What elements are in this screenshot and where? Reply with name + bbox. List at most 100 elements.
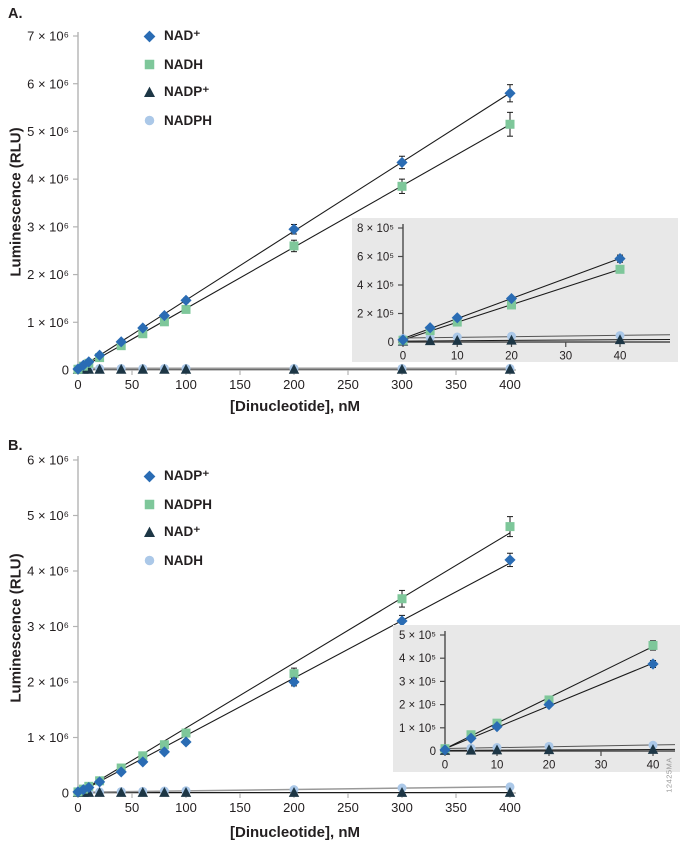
data-point [115, 336, 127, 348]
y-tick-label: 6 × 10⁶ [27, 76, 69, 91]
legend-item-label: NADPH [164, 496, 213, 512]
x-tick-label: 20 [543, 760, 556, 772]
x-tick-label: 300 [391, 800, 413, 815]
x-tick-label: 50 [125, 377, 139, 392]
x-tick-label: 250 [337, 800, 359, 815]
square-legend-marker-icon [144, 59, 155, 69]
x-tick-label: 50 [125, 800, 139, 815]
data-point [465, 732, 477, 744]
triangle-legend-marker-icon [143, 86, 156, 97]
x-tick-label: 0 [74, 377, 81, 392]
data-point [615, 264, 625, 274]
panel-a: 0 1 × 10⁶ 2 × 10⁶ 3 × 10⁶ 4 × 10⁶ 5 × 10⁶ 6 × … [7, 6, 678, 415]
data-point [614, 334, 626, 345]
data-point [491, 744, 503, 755]
triangle-legend-marker-icon [143, 526, 156, 537]
data-point [452, 334, 463, 345]
diamond-legend-marker-icon [143, 470, 156, 482]
fit-line [402, 334, 671, 339]
legend-item: NADP⁺ [143, 78, 212, 106]
x-tick-label: 200 [283, 800, 305, 815]
x-axis-label: [Dinucleotide], nM [230, 824, 360, 841]
diamond-legend-marker-icon [143, 30, 156, 42]
data-point [397, 594, 407, 604]
data-point [159, 740, 169, 750]
data-point [397, 181, 407, 191]
y-tick-label: 4 × 10⁵ [399, 653, 436, 665]
y-tick-label: 3 × 10⁶ [27, 219, 69, 234]
data-point [289, 241, 299, 251]
x-tick-label: 40 [614, 351, 627, 363]
circle-legend-marker-icon [144, 115, 155, 125]
y-tick-label: 4 × 10⁶ [27, 172, 69, 187]
data-point [115, 363, 127, 374]
x-tick-label: 0 [400, 351, 406, 363]
data-point [138, 751, 148, 761]
chart-canvas-A-main: 0 1 × 10⁶ 2 × 10⁶ 3 × 10⁶ 4 × 10⁶ 5 × 10⁶ 6 × … [27, 29, 521, 392]
y-tick-label: 2 × 10⁶ [27, 267, 69, 282]
data-point [491, 721, 503, 733]
y-tick-label: 4 × 10⁵ [357, 280, 394, 292]
data-point [504, 554, 516, 566]
data-point [83, 363, 95, 374]
y-axis-label: Luminescence (RLU) [7, 553, 25, 703]
fit-line [77, 532, 511, 794]
data-point [505, 119, 515, 129]
x-tick-label: 400 [499, 377, 521, 392]
x-tick-label: 200 [283, 377, 305, 392]
x-axis-label: [Dinucleotide], nM [230, 398, 360, 415]
y-tick-label: 2 × 10⁵ [399, 700, 436, 712]
y-axis-label: Luminescence (RLU) [7, 127, 25, 277]
x-tick-label: 400 [499, 800, 521, 815]
x-tick-label: 350 [445, 800, 467, 815]
data-point [72, 786, 84, 798]
legend-item: NAD⁺ [143, 518, 212, 546]
fit-line [402, 338, 671, 342]
legend-item-label: NADH [164, 552, 203, 568]
legend-item-label: NAD⁺ [164, 524, 201, 539]
data-point [506, 334, 517, 345]
legend: NAD⁺ NADH NADP⁺ NADPH [143, 22, 212, 134]
fit-line [444, 744, 676, 750]
data-point [504, 363, 516, 374]
inset-chart-b: 0 1 × 10⁵ 2 × 10⁵ 3 × 10⁵ 4 × 10⁵ 5 × 10⁵ 0 10 2… [393, 625, 680, 772]
data-point [504, 786, 516, 797]
legend-item: NAD⁺ [143, 22, 212, 50]
data-point [465, 744, 477, 755]
y-tick-label: 3 × 10⁵ [399, 676, 436, 688]
y-tick-label: 7 × 10⁶ [27, 29, 69, 44]
legend: NADP⁺ NADPH NAD⁺ NADH [143, 462, 212, 574]
x-tick-label: 10 [451, 351, 464, 363]
circle-legend-marker-icon [144, 555, 155, 565]
data-point [137, 322, 149, 334]
panel-b-label: B. [8, 438, 23, 454]
data-point [181, 304, 191, 314]
data-point [94, 363, 105, 374]
legend-item-label: NADP⁺ [164, 468, 210, 483]
x-tick-label: 0 [74, 800, 81, 815]
data-point [181, 728, 191, 738]
x-tick-label: 100 [175, 377, 197, 392]
x-tick-label: 250 [337, 377, 359, 392]
y-tick-label: 0 [430, 746, 436, 758]
square-legend-marker-icon [144, 59, 155, 69]
panel-b: 0 1 × 10⁶ 2 × 10⁶ 3 × 10⁶ 4 × 10⁶ 5 × 10⁶ 6 × … [0, 432, 680, 848]
x-tick-label: 150 [229, 800, 251, 815]
data-point [159, 317, 169, 327]
panel-a-label: A. [8, 6, 23, 22]
legend-item-label: NADP⁺ [164, 84, 210, 99]
legend-item: NADPH [143, 106, 212, 134]
fit-line [444, 748, 676, 751]
y-tick-label: 6 × 10⁵ [357, 252, 394, 264]
x-tick-label: 350 [445, 377, 467, 392]
data-point [507, 300, 516, 310]
y-tick-label: 1 × 10⁵ [399, 723, 436, 735]
square-legend-marker-icon [144, 499, 155, 509]
y-tick-label: 0 [62, 786, 69, 801]
data-point [505, 782, 515, 792]
y-tick-label: 5 × 10⁵ [399, 630, 436, 642]
data-point [614, 253, 626, 265]
y-tick-label: 2 × 10⁶ [27, 675, 69, 690]
x-tick-label: 300 [391, 377, 413, 392]
